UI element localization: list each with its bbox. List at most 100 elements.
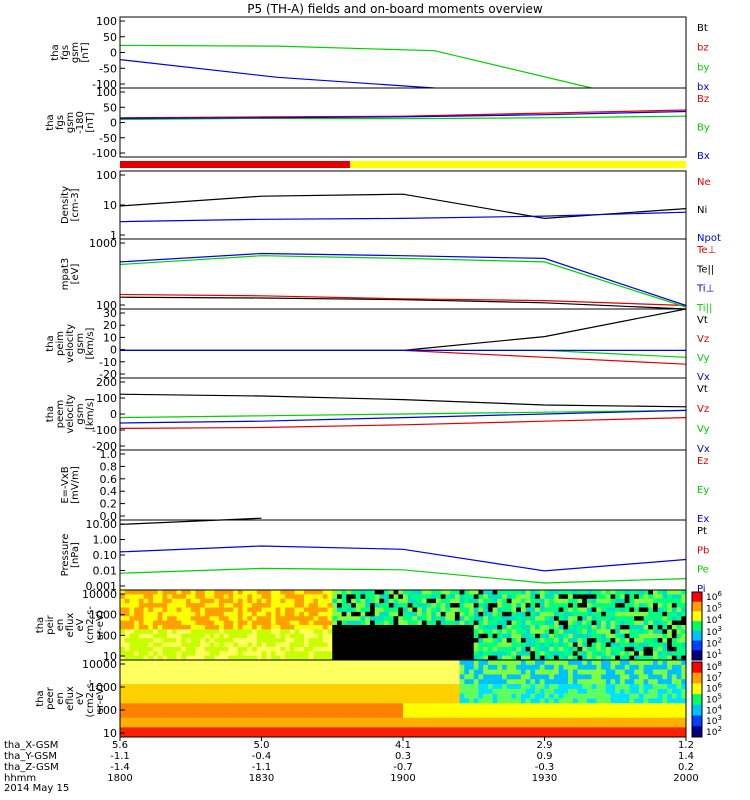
heatmap-cell [403,688,409,695]
heatmap-cell [629,669,635,675]
heatmap-cell [138,598,145,604]
heatmap-cell [186,717,192,724]
heatmap-cell [223,655,229,661]
heatmap-cell [412,633,418,639]
heatmap-cell [129,629,135,635]
heatmap-cell [143,727,149,733]
heatmap-cell [417,688,423,695]
heatmap-cell [558,655,564,661]
heatmap-cell [120,698,126,704]
heatmap-cell [270,698,277,704]
heatmap-cell [619,603,626,608]
heatmap-cell [237,633,244,639]
heatmap-cell [459,611,465,617]
heatmap-cell [318,651,324,657]
heatmap-cell [648,660,654,666]
heatmap-cell [294,616,300,622]
heatmap-cell [171,722,178,728]
heatmap-cell [601,646,607,652]
heatmap-cell [313,674,319,680]
x-axis-value: 1.2 [678,740,694,751]
heatmap-cell [398,620,404,626]
heatmap-cell [195,611,201,617]
heatmap-cell [426,703,432,709]
heatmap-cell [591,651,597,657]
heatmap-cell [431,669,437,675]
heatmap-cell [469,722,475,728]
heatmap-cell [516,594,522,600]
heatmap-cell [497,642,503,648]
heatmap-cell [676,598,682,604]
heatmap-cell [209,616,215,622]
heatmap-cell [591,620,597,626]
heatmap-cell [261,674,267,680]
heatmap-cell [638,611,645,617]
heatmap-cell [662,603,668,608]
heatmap-cell [539,616,545,622]
heatmap-cell [544,698,550,704]
heatmap-cell [360,590,366,595]
heatmap-cell [138,633,145,639]
heatmap-cell [285,703,291,709]
heatmap-cell [520,669,527,675]
heatmap-cell [657,732,663,738]
heatmap-cell [303,664,310,671]
heatmap-cell [124,693,130,699]
heatmap-cell [186,722,192,728]
heatmap-cell [285,674,291,680]
heatmap-cell [502,651,508,657]
heatmap-cell [393,646,399,652]
heatmap-cell [535,684,541,690]
heatmap-cell [671,664,678,671]
heatmap-cell [200,590,206,595]
heatmap-cell [544,664,550,671]
heatmap-cell [440,732,446,738]
heatmap-cell [431,688,437,695]
heatmap-cell [615,732,621,738]
y-axis-label: -180 [75,111,86,134]
heatmap-cell [374,620,380,626]
heatmap-cell [431,646,437,652]
heatmap-cell [369,646,376,652]
heatmap-cell [388,625,395,630]
heatmap-cell [634,693,640,699]
heatmap-cell [530,703,536,709]
heatmap-cell [148,669,154,675]
heatmap-cell [610,660,616,666]
heatmap-cell [360,603,366,608]
heatmap-cell [237,664,244,671]
heatmap-cell [549,732,555,738]
heatmap-cell [393,611,399,617]
heatmap-cell [530,638,536,643]
legend-entry-Vt: Vt [697,315,708,326]
heatmap-cell [365,590,371,595]
heatmap-cell [563,625,569,630]
heatmap-cell [308,674,314,680]
heatmap-cell [336,698,343,704]
heatmap-cell [473,590,479,595]
heatmap-cell [138,646,145,652]
heatmap-cell [388,655,395,661]
heatmap-cell [120,679,126,685]
heatmap-cell [591,611,597,617]
heatmap-cell [200,664,206,671]
heatmap-cell [148,620,154,626]
heatmap-cell [242,703,248,709]
heatmap-cell [469,688,475,695]
heatmap-cell [648,620,654,626]
heatmap-cell [624,590,630,595]
heatmap-cell [535,703,541,709]
heatmap-cell [124,590,130,595]
heatmap-cell [483,679,489,685]
heatmap-cell [431,664,437,671]
heatmap-cell [502,594,508,600]
heatmap-cell [393,629,399,635]
heatmap-cell [502,660,508,666]
heatmap-cell [336,684,343,690]
heatmap-cell [233,727,239,733]
heatmap-cell [577,722,583,728]
heatmap-cell [582,638,588,643]
heatmap-cell [525,611,531,617]
heatmap-cell [299,717,305,724]
heatmap-cell [487,607,494,613]
